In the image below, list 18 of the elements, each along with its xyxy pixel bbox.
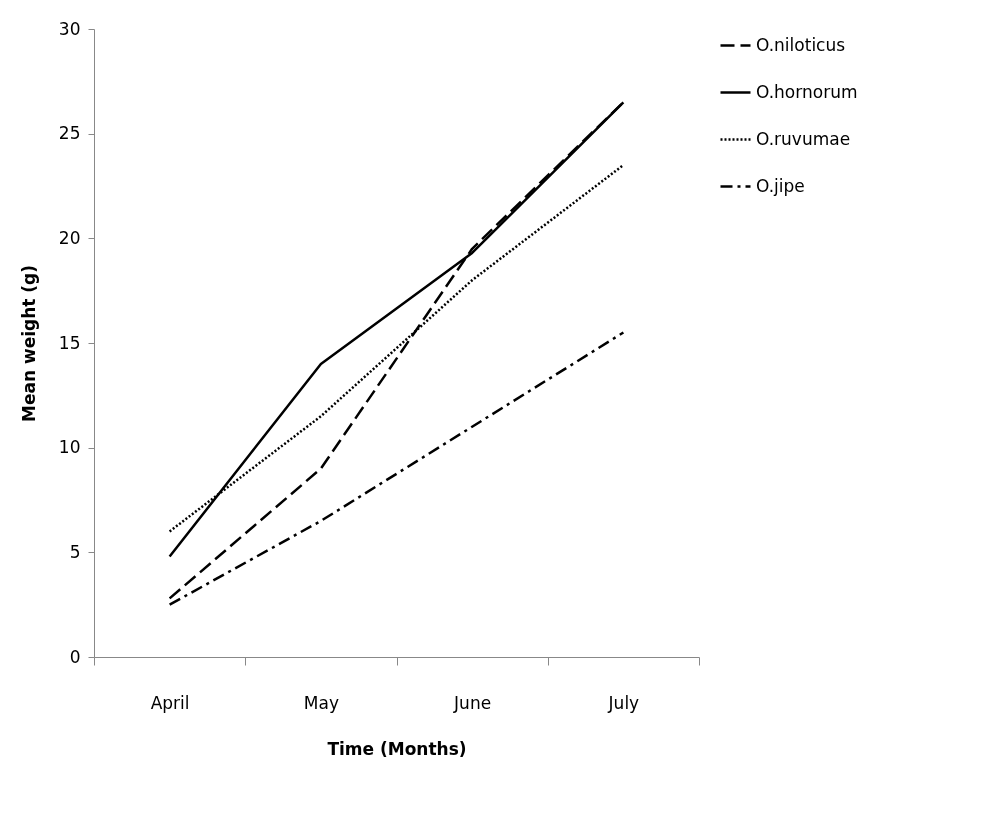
y-tick-label: 0 [69, 646, 81, 667]
line-series [168, 331, 625, 606]
legend-label: O.jipe [756, 175, 805, 196]
y-tick-label: 10 [58, 437, 81, 458]
y-tick-label: 15 [58, 332, 81, 353]
x-tick-label: May [303, 692, 339, 713]
x-tick-label: April [150, 692, 190, 713]
y-tick-label: 20 [58, 227, 81, 248]
y-tick-label: 25 [58, 123, 81, 144]
x-axis-title: Time (Months) [327, 738, 467, 759]
legend-label: O.ruvumae [756, 128, 851, 149]
y-tick-label: 5 [69, 541, 81, 562]
y-axis-title: Mean weight (g) [18, 264, 39, 423]
y-tick-label: 30 [58, 18, 81, 39]
x-tick-label: June [453, 692, 492, 713]
legend-label: O.hornorum [756, 81, 858, 102]
x-tick-label: July [607, 692, 640, 713]
legend-label: O.niloticus [756, 34, 846, 55]
